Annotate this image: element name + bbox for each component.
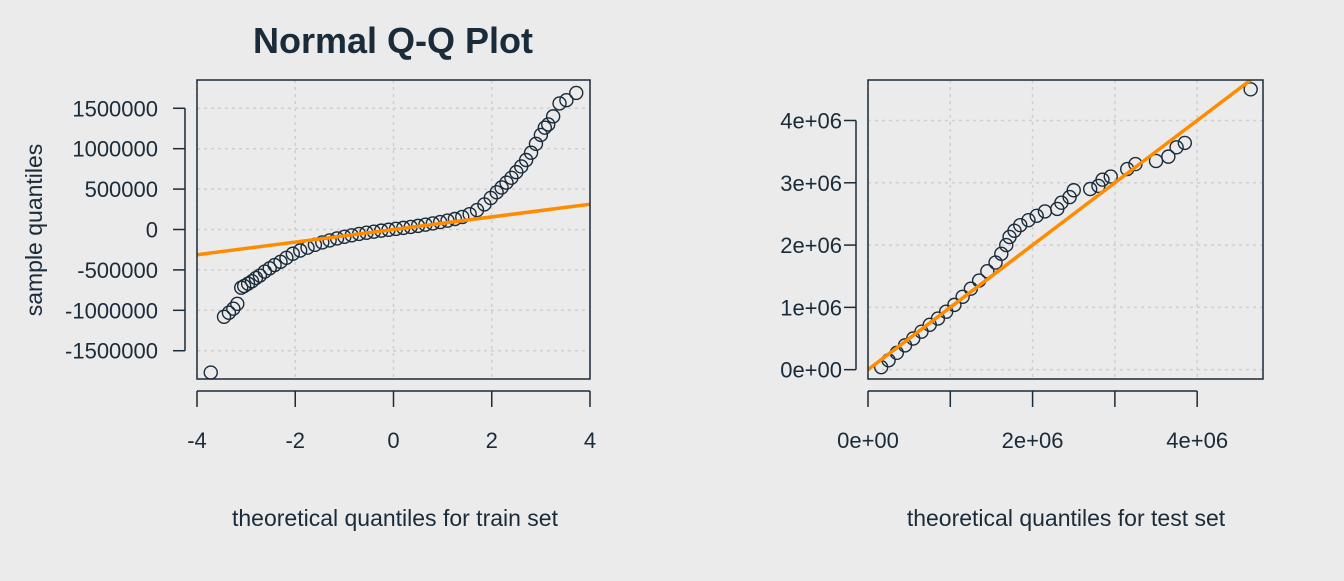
train-plot-frame [196,79,591,380]
train-data-point [203,365,218,380]
train-reference-line-group [197,202,590,257]
train-y-tick-label: -500000 [77,258,158,283]
test-data-point [1169,140,1184,155]
test-axes: 0e+00 2e+06 4e+06 0e+00 1e+06 2e+06 3e+06 4e+06 [780,79,1264,453]
train-data-point [523,145,539,160]
test-plot-frame [867,79,1264,380]
train-data-point [518,152,534,168]
train-data-point [499,175,514,190]
test-data-point [1177,135,1193,151]
train-y-tick-label: 0 [146,218,158,243]
train-data-point [569,85,584,101]
train-data-point [285,246,300,261]
train-data-point [541,117,556,132]
test-data-point [1062,189,1077,205]
train-data-point [489,185,504,200]
train-data-point [494,180,509,195]
train-y-tick-label: 1000000 [72,137,158,162]
test-data-point [1021,212,1036,228]
test-data-point [955,289,970,304]
test-data-point [1095,172,1110,187]
test-y-tick-label: 3e+06 [780,171,842,196]
train-data-point [552,96,567,111]
train-data-point [322,233,337,248]
train-axes: -4 -2 0 2 4 1500000 1000000 500000 0 -500000 -1000… [65,79,596,453]
train-data-point [236,278,252,294]
test-data-point [1082,181,1098,197]
train-data-point [559,93,574,108]
train-x-tick-label: -4 [187,428,207,453]
test-data-point [994,246,1009,261]
test-data-point [1013,217,1028,233]
train-x-tick-label: 0 [387,428,399,453]
train-x-tick-label: 4 [584,428,596,453]
train-data-point [315,235,330,250]
train-qq-panel: -4 -2 0 2 4 1500000 1000000 500000 0 -500000 -1000… [21,20,596,531]
test-data-point [1029,208,1044,223]
train-data-point [252,268,268,283]
test-reference-line-group [868,80,1254,372]
train-reference-line [197,202,590,257]
test-x-tick-label: 4e+06 [1166,428,1228,453]
train-data-point [447,211,463,227]
train-data-point [292,243,308,258]
train-data-point [455,209,470,225]
train-data-point [216,309,232,324]
test-data-point [1243,82,1258,97]
test-data-point [1037,204,1053,219]
test-x-tick-label: 0e+00 [837,428,899,453]
train-data-point [300,240,315,255]
train-y-tick-label: 500000 [85,177,158,202]
train-x-tick-label: 2 [486,428,498,453]
test-x-axis-label: theoretical quantiles for test set [907,505,1226,531]
test-data-point [947,297,962,313]
train-data-point [221,305,237,320]
test-data-point [1161,149,1176,164]
train-data-point [509,164,524,180]
test-y-tick-label: 1e+06 [780,295,842,320]
test-y-tick-label: 2e+06 [780,233,842,258]
chart-title: Normal Q-Q Plot [253,20,533,61]
test-reference-line [868,80,1254,372]
test-data-point [999,237,1014,253]
test-data-point [1148,153,1164,169]
train-data-point [469,202,485,218]
train-data-point [545,109,561,124]
train-data-point [528,136,544,152]
test-y-tick-label: 0e+00 [780,358,842,383]
test-x-tick-label: 2e+06 [1002,428,1064,453]
test-qq-panel: 0e+00 2e+06 4e+06 0e+00 1e+06 2e+06 3e+06 4e+06… [780,79,1264,531]
train-data-point [230,296,245,312]
train-y-tick-label: -1000000 [65,298,158,323]
train-data-point [533,127,549,143]
train-data-point [226,301,241,316]
test-data-point [1103,169,1118,184]
train-y-tick-label: 1500000 [72,96,158,121]
train-y-axis-label: sample quantiles [21,144,47,317]
train-data-point [234,280,249,295]
test-y-tick-label: 4e+06 [780,108,842,133]
train-y-tick-label: -1500000 [65,339,158,364]
test-data-point [1066,183,1081,198]
train-x-tick-label: -2 [285,428,305,453]
train-data-point [537,120,553,135]
train-x-axis-label: theoretical quantiles for train set [232,505,559,531]
test-points [873,82,1258,375]
